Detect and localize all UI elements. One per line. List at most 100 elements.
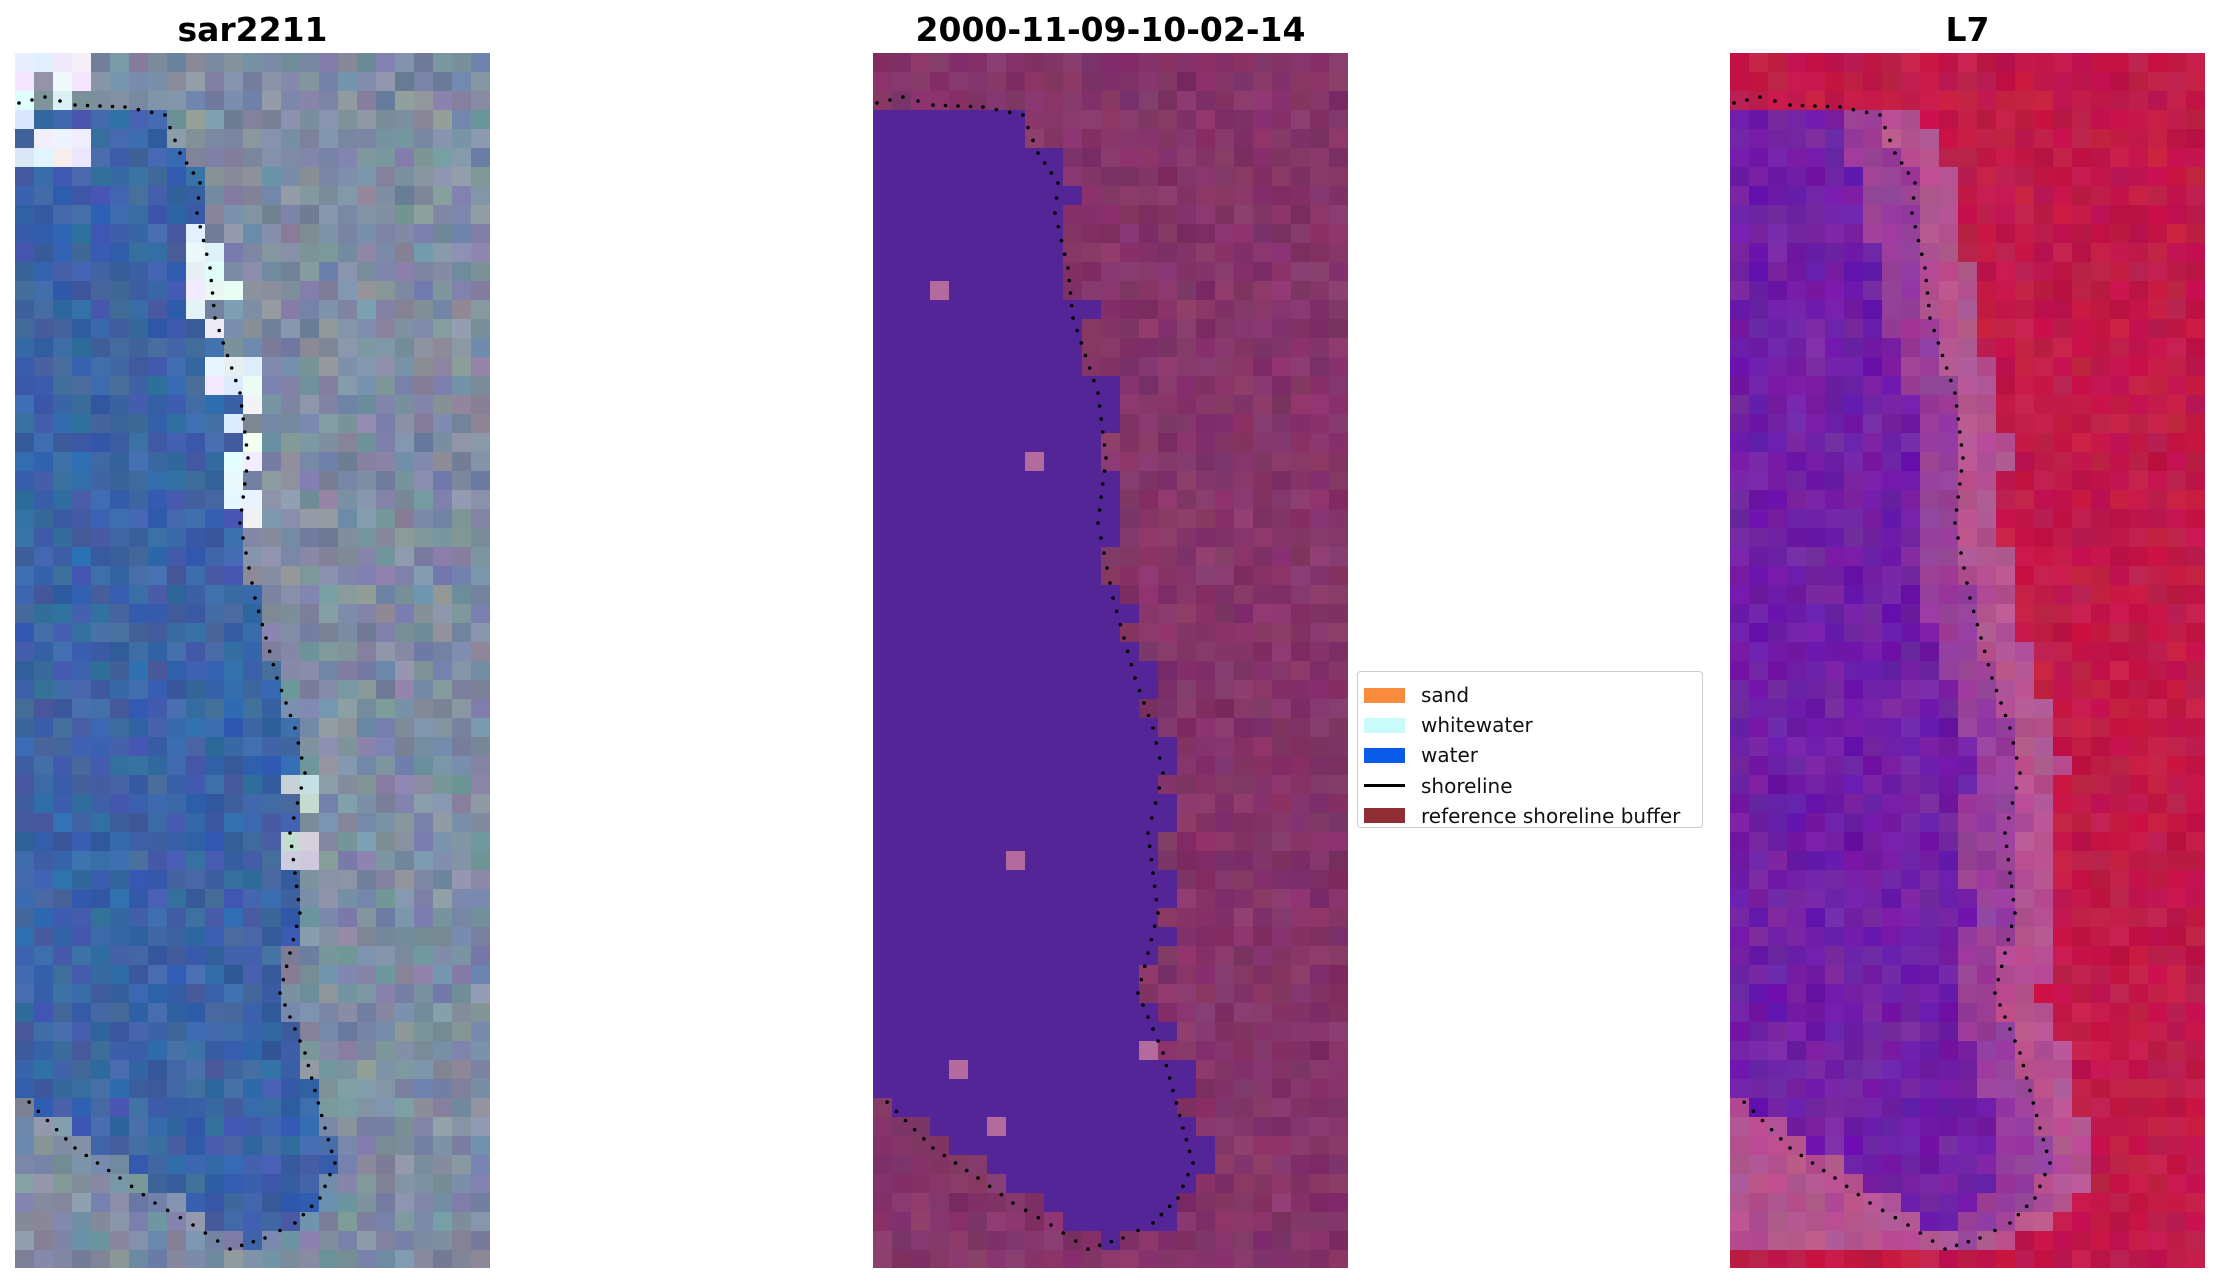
- image-pixel: [1749, 395, 1769, 415]
- image-pixel: [873, 1231, 893, 1251]
- image-pixel: [1787, 281, 1807, 301]
- image-pixel: [1329, 851, 1348, 871]
- shoreline-point: [313, 1088, 317, 1093]
- image-pixel: [1215, 566, 1235, 586]
- image-pixel: [262, 452, 282, 472]
- image-pixel: [2167, 167, 2187, 187]
- shoreline-point: [73, 103, 77, 107]
- image-pixel: [1291, 604, 1311, 624]
- image-pixel: [1158, 509, 1178, 529]
- image-pixel: [873, 585, 893, 605]
- image-pixel: [2034, 965, 2054, 985]
- image-pixel: [2015, 851, 2035, 871]
- image-pixel: [1844, 585, 1864, 605]
- image-pixel: [1977, 91, 1997, 111]
- image-pixel: [2034, 1003, 2054, 1023]
- shoreline-point: [196, 196, 201, 200]
- image-pixel: [2148, 832, 2168, 852]
- image-pixel: [357, 680, 377, 700]
- image-pixel: [281, 148, 301, 168]
- image-pixel: [2053, 718, 2073, 738]
- image-pixel: [2110, 1212, 2130, 1232]
- image-pixel: [34, 889, 54, 909]
- image-pixel: [1825, 547, 1845, 567]
- image-pixel: [1044, 148, 1064, 168]
- image-pixel: [148, 699, 168, 719]
- image-pixel: [2034, 414, 2054, 434]
- image-pixel: [1234, 566, 1254, 586]
- image-pixel: [34, 1212, 54, 1232]
- image-pixel: [987, 946, 1007, 966]
- image-pixel: [224, 965, 244, 985]
- image-pixel: [262, 566, 282, 586]
- image-pixel: [2015, 376, 2035, 396]
- image-pixel: [2129, 1041, 2149, 1061]
- image-pixel: [72, 566, 92, 586]
- image-pixel: [2110, 927, 2130, 947]
- image-pixel: [1082, 1193, 1102, 1213]
- image-pixel: [1006, 1022, 1026, 1042]
- image-pixel: [1139, 794, 1159, 814]
- image-pixel: [1329, 129, 1348, 149]
- image-pixel: [2148, 319, 2168, 339]
- image-pixel: [1977, 737, 1997, 757]
- image-pixel: [224, 471, 244, 491]
- image-pixel: [471, 680, 490, 700]
- image-pixel: [167, 585, 187, 605]
- image-pixel: [2091, 718, 2111, 738]
- image-pixel: [1825, 889, 1845, 909]
- image-pixel: [1863, 167, 1883, 187]
- image-pixel: [1863, 832, 1883, 852]
- image-pixel: [110, 718, 130, 738]
- image-pixel: [1215, 1022, 1235, 1042]
- image-pixel: [1768, 794, 1788, 814]
- image-pixel: [1730, 338, 1750, 358]
- image-pixel: [1120, 528, 1140, 548]
- image-pixel: [1768, 661, 1788, 681]
- image-pixel: [930, 205, 950, 225]
- image-pixel: [72, 775, 92, 795]
- image-pixel: [1806, 205, 1826, 225]
- image-pixel: [53, 1193, 73, 1213]
- image-pixel: [1806, 1155, 1826, 1175]
- image-pixel: [873, 984, 893, 1004]
- image-pixel: [1901, 547, 1921, 567]
- image-pixel: [1806, 300, 1826, 320]
- image-pixel: [1939, 547, 1959, 567]
- image-pixel: [15, 870, 35, 890]
- image-pixel: [1063, 471, 1083, 491]
- image-pixel: [2034, 984, 2054, 1004]
- image-pixel: [911, 1022, 931, 1042]
- image-pixel: [968, 300, 988, 320]
- image-pixel: [357, 262, 377, 282]
- shoreline-point: [1152, 884, 1157, 889]
- image-pixel: [1044, 794, 1064, 814]
- image-pixel: [72, 110, 92, 130]
- image-pixel: [1768, 528, 1788, 548]
- image-pixel: [2034, 604, 2054, 624]
- image-pixel: [414, 281, 434, 301]
- image-pixel: [1310, 889, 1330, 909]
- image-pixel: [129, 661, 149, 681]
- image-pixel: [357, 965, 377, 985]
- shoreline-point: [95, 1161, 100, 1165]
- image-pixel: [1215, 547, 1235, 567]
- image-pixel: [1253, 965, 1273, 985]
- image-pixel: [205, 452, 225, 472]
- image-pixel: [1158, 376, 1178, 396]
- image-pixel: [243, 965, 263, 985]
- image-pixel: [53, 1003, 73, 1023]
- image-pixel: [1768, 186, 1788, 206]
- image-pixel: [1768, 509, 1788, 529]
- image-pixel: [1844, 737, 1864, 757]
- image-pixel: [1253, 1193, 1273, 1213]
- image-pixel: [1939, 718, 1959, 738]
- image-pixel: [262, 604, 282, 624]
- image-pixel: [1139, 965, 1159, 985]
- shoreline-point: [241, 417, 245, 421]
- image-pixel: [471, 927, 490, 947]
- image-pixel: [1749, 471, 1769, 491]
- shoreline-point: [1122, 636, 1126, 640]
- image-pixel: [167, 357, 187, 377]
- image-pixel: [281, 832, 301, 852]
